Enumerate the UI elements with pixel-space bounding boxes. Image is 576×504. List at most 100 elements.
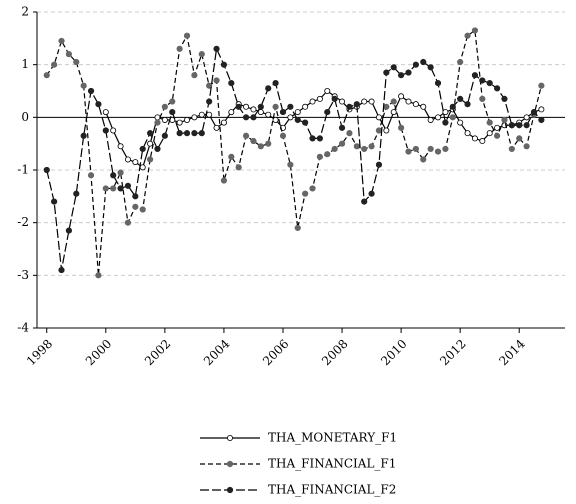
point xyxy=(530,108,538,116)
point xyxy=(80,82,87,89)
point xyxy=(124,219,132,226)
point xyxy=(412,101,419,108)
point xyxy=(538,116,545,124)
point xyxy=(309,185,316,192)
x-tick-label: 2012 xyxy=(437,337,468,368)
point xyxy=(117,169,124,176)
legend-label: THA_MONETARY_F1 xyxy=(268,431,397,445)
point xyxy=(87,87,95,95)
x-tick-label: 2002 xyxy=(142,337,173,368)
y-tick-label: -4 xyxy=(17,321,29,335)
point xyxy=(302,119,309,126)
point xyxy=(183,32,191,39)
point xyxy=(139,145,146,153)
point xyxy=(198,130,205,137)
point xyxy=(324,88,331,95)
point xyxy=(508,145,515,153)
point xyxy=(95,101,102,108)
point xyxy=(316,153,323,160)
point xyxy=(427,145,434,153)
point xyxy=(279,132,287,139)
point xyxy=(457,58,464,66)
point xyxy=(375,161,383,168)
point xyxy=(206,111,213,118)
point xyxy=(398,93,405,100)
point xyxy=(346,130,353,137)
point xyxy=(479,138,486,145)
point xyxy=(102,127,109,134)
point xyxy=(161,132,168,139)
point xyxy=(220,119,227,126)
point xyxy=(265,85,272,92)
point xyxy=(147,156,154,163)
point xyxy=(51,198,58,205)
point xyxy=(471,135,478,142)
point xyxy=(213,124,220,131)
point xyxy=(449,103,456,110)
point xyxy=(243,103,250,110)
point xyxy=(43,72,50,79)
point xyxy=(43,166,50,174)
point xyxy=(169,98,176,105)
legend-marker xyxy=(226,486,234,494)
point xyxy=(368,190,375,197)
point xyxy=(183,130,191,137)
point xyxy=(257,143,264,150)
point xyxy=(154,119,161,126)
y-tick-label: -1 xyxy=(17,163,29,177)
point xyxy=(442,145,449,153)
point xyxy=(206,82,213,89)
point xyxy=(272,116,279,123)
point xyxy=(213,45,220,52)
point xyxy=(398,124,405,131)
point xyxy=(191,114,198,121)
point xyxy=(464,130,471,137)
point xyxy=(110,185,117,192)
point xyxy=(302,103,309,110)
point xyxy=(228,80,235,87)
series-line xyxy=(46,29,542,276)
point xyxy=(132,159,139,166)
point xyxy=(242,132,250,139)
point xyxy=(220,61,228,68)
point xyxy=(405,148,412,155)
point xyxy=(58,266,65,274)
point xyxy=(302,190,309,197)
point xyxy=(124,156,131,163)
point xyxy=(257,103,264,110)
y-tick-label: 0 xyxy=(21,110,29,124)
point xyxy=(398,72,405,79)
point xyxy=(198,111,205,118)
point xyxy=(471,72,479,79)
point xyxy=(516,122,523,129)
point xyxy=(250,137,257,145)
x-tick-label: 2000 xyxy=(83,337,114,368)
point xyxy=(361,145,368,153)
point xyxy=(405,98,412,105)
point xyxy=(272,103,279,110)
point xyxy=(65,227,72,234)
point xyxy=(309,135,316,142)
point xyxy=(51,61,58,68)
point xyxy=(161,103,168,110)
point xyxy=(479,95,486,103)
point xyxy=(87,172,95,179)
point xyxy=(316,135,323,142)
point xyxy=(242,114,250,121)
point xyxy=(228,153,235,160)
point xyxy=(191,72,198,79)
point xyxy=(287,161,294,168)
point xyxy=(493,85,501,92)
point xyxy=(420,156,427,163)
point xyxy=(346,103,353,110)
point xyxy=(508,122,515,129)
point xyxy=(294,116,301,124)
point xyxy=(501,116,508,124)
point xyxy=(420,58,427,66)
point xyxy=(486,119,493,126)
point xyxy=(95,272,102,279)
point xyxy=(324,151,331,158)
point xyxy=(420,103,427,110)
point xyxy=(220,177,228,184)
x-tick-label: 2008 xyxy=(319,337,350,368)
